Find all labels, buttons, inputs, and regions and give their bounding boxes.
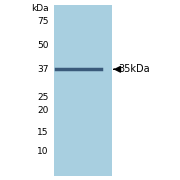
- Text: 20: 20: [37, 106, 49, 115]
- Text: 15: 15: [37, 128, 49, 137]
- Text: 10: 10: [37, 147, 49, 156]
- Text: 35kDa: 35kDa: [118, 64, 150, 74]
- Text: 25: 25: [37, 93, 49, 102]
- Text: 50: 50: [37, 40, 49, 50]
- Text: 37: 37: [37, 65, 49, 74]
- FancyBboxPatch shape: [54, 5, 112, 176]
- Text: 75: 75: [37, 17, 49, 26]
- Text: kDa: kDa: [31, 4, 49, 13]
